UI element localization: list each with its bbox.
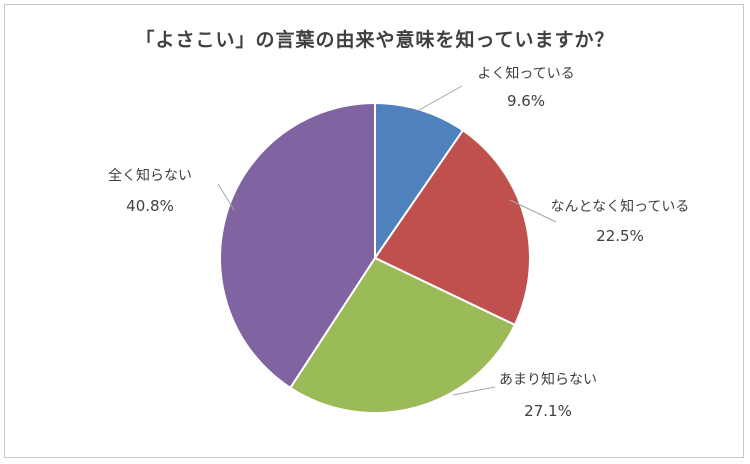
leader-line-3 xyxy=(452,386,496,396)
slice-value-3: 27.1% xyxy=(524,402,572,420)
chart-title: 「よさこい」の言葉の由来や意味を知っていますか？ xyxy=(135,29,615,51)
leader-line-2 xyxy=(509,199,557,223)
slice-label-2: なんとなく知っている xyxy=(551,198,690,215)
slice-value-4: 40.8% xyxy=(126,197,174,215)
slice-label-1: よく知っている xyxy=(477,65,574,82)
slice-value-1: 9.6% xyxy=(507,92,545,110)
slice-value-2: 22.5% xyxy=(596,227,644,245)
pie-slice-3 xyxy=(288,256,517,414)
pie-slice-4 xyxy=(219,101,376,390)
leader-line-4 xyxy=(217,183,235,211)
pie-slice-1 xyxy=(374,101,465,262)
slice-label-3: あまり知らない xyxy=(499,371,597,388)
slice-label-4: 全く知らない xyxy=(108,167,192,184)
leader-line-1 xyxy=(418,85,463,111)
